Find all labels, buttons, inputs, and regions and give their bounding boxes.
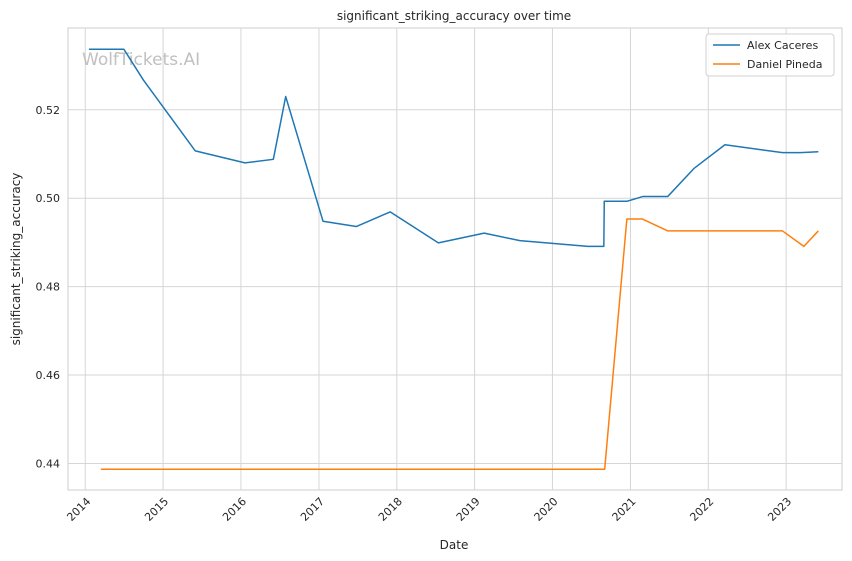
legend-label-alex-caceres: Alex Caceres [747,39,818,52]
chart-title: significant_striking_accuracy over time [337,9,571,23]
series-line-daniel-pineda [100,218,819,470]
plot-frame [67,27,843,491]
y-tick-label: 0.50 [36,192,61,205]
y-tick-label: 0.52 [36,104,61,117]
legend-label-daniel-pineda: Daniel Pineda [747,58,822,71]
series-line-alex-caceres [88,48,819,248]
y-tick-label: 0.48 [36,281,61,294]
y-tick-label: 0.46 [36,369,61,382]
y-axis-ticks: 0.44 0.46 0.48 0.50 0.52 [36,104,61,471]
x-axis-title: Date [440,538,469,552]
series-layer [88,48,819,470]
vertical-gridlines [84,28,787,490]
horizontal-gridlines [68,109,842,464]
y-tick-label: 0.44 [36,457,61,470]
y-axis-title: significant_striking_accuracy [9,173,23,346]
plot-area: WolfTickets.AI [67,27,843,491]
legend: Alex Caceres Daniel Pineda [705,33,835,77]
watermark: WolfTickets.AI [82,50,200,70]
